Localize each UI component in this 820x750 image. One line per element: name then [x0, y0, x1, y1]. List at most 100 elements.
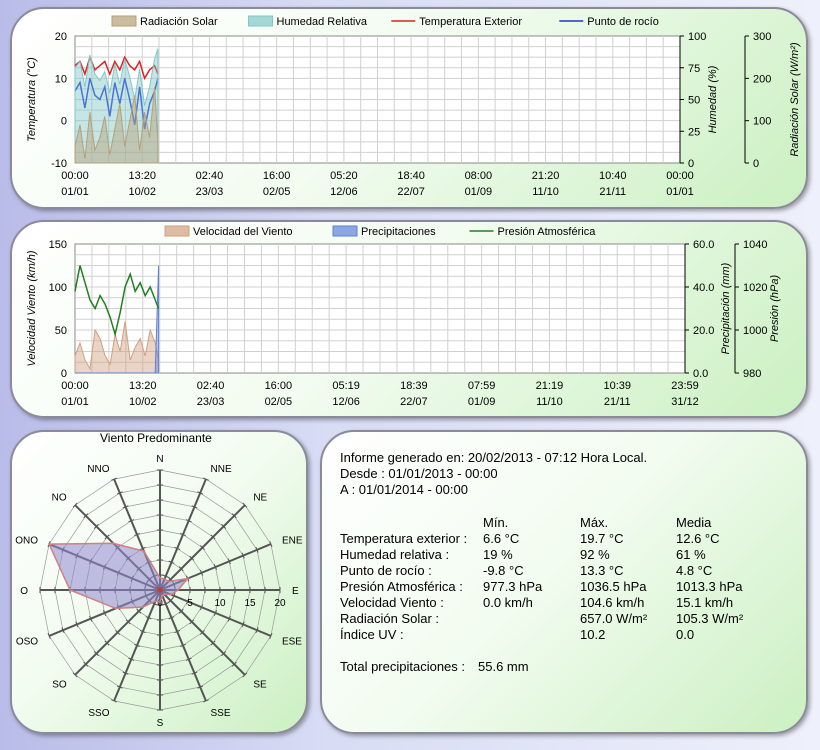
rose-spoke-tick	[178, 608, 184, 614]
rose-spoke-tick	[72, 502, 78, 508]
rose-spoke-tick	[221, 651, 227, 657]
rose-spoke-tick	[191, 505, 198, 509]
rose-dir-label: SO	[52, 679, 67, 690]
series-area-radiación-solar	[74, 86, 159, 164]
rose-spoke-tick	[174, 546, 181, 551]
legend-swatch	[248, 15, 273, 27]
rose-spoke-tick	[213, 609, 218, 616]
rose-spoke-tick	[83, 513, 89, 519]
x-tick-time: 00:00	[666, 170, 694, 182]
x-tick-date: 12/06	[332, 396, 360, 408]
rose-dir-label: N	[156, 454, 163, 465]
y-label-right1: Humedad (%)	[707, 65, 719, 133]
rose-spoke-tick	[179, 643, 186, 648]
legend-label: Precipitaciones	[361, 226, 436, 238]
rose-spoke-tick	[199, 629, 205, 635]
x-tick-time: 00:00	[61, 380, 89, 392]
rose-spoke-tick	[255, 546, 259, 553]
x-tick-date: 22/07	[400, 396, 428, 408]
rose-r-tick: 15	[244, 598, 256, 609]
header-max: Máx.	[580, 515, 609, 530]
y-tick-left: 10	[55, 73, 67, 85]
y-tick-left: 20	[55, 31, 67, 43]
rose-spoke-tick	[202, 477, 209, 481]
rose-dir-label: ONO	[15, 535, 38, 546]
rose-spoke-tick	[93, 651, 99, 657]
rose-spoke-tick	[174, 629, 181, 634]
rose-dir-label: NE	[253, 493, 267, 504]
x-tick-date: 01/01	[61, 186, 89, 198]
x-tick-time: 00:00	[61, 170, 89, 182]
stat-label-4: Velocidad Viento :	[340, 595, 444, 610]
header-avg: Media	[676, 515, 712, 530]
rose-spoke-tick	[210, 534, 216, 540]
rose-dir-label: NO	[52, 493, 67, 504]
rose-spoke-tick	[213, 564, 218, 571]
rose-spoke-tick	[168, 598, 174, 604]
y-tick-left: 150	[49, 239, 67, 251]
rose-r-tick: 0	[157, 598, 163, 609]
y-tick-right1: 20.0	[693, 325, 714, 337]
x-tick-date: 11/10	[532, 186, 559, 198]
rose-spoke-tick	[172, 592, 176, 599]
stat-avg-2: 4.8 °C	[676, 563, 713, 578]
x-tick-time: 02:40	[196, 170, 224, 182]
x-tick-date: 12/06	[330, 186, 358, 198]
rose-spoke-tick	[191, 671, 198, 675]
rose-spoke-tick	[231, 513, 237, 519]
rose-spoke-tick	[116, 685, 123, 689]
rose-spoke-tick	[185, 657, 192, 661]
x-tick-time: 16:00	[265, 380, 293, 392]
rose-dir-label: O	[20, 586, 28, 597]
x-tick-time: 10:40	[599, 170, 627, 182]
stat-min-3: 977.3 hPa	[483, 579, 543, 594]
x-tick-time: 21:19	[536, 380, 564, 392]
legend-label: Radiación Solar	[140, 16, 218, 28]
total-precip-value: 55.6 mm	[478, 659, 529, 674]
rose-spoke-tick	[241, 621, 245, 628]
y-tick-right2: 1040	[743, 239, 767, 251]
legend-swatch	[164, 225, 190, 237]
series-line-punto-de-rocío	[74, 78, 159, 130]
x-tick-time: 16:00	[263, 170, 291, 182]
rose-spoke-tick	[162, 602, 169, 606]
rose-spoke-tick	[139, 546, 146, 551]
legend-swatch	[111, 15, 137, 27]
report-to-line: A : 01/01/2014 - 00:00	[340, 482, 468, 497]
rose-spoke-tick	[104, 534, 110, 540]
rose-spoke-tick	[255, 627, 259, 634]
rose-spoke-tick	[189, 619, 195, 625]
x-tick-time: 05:20	[330, 170, 358, 182]
stat-min-2: -9.8 °C	[483, 563, 524, 578]
x-tick-date: 22/07	[397, 186, 425, 198]
rose-spoke-tick	[269, 541, 273, 548]
y-label-right1: Precipitación (mm)	[720, 262, 732, 354]
rose-spoke-tick	[136, 608, 142, 614]
stat-max-0: 19.7 °C	[580, 531, 624, 546]
x-tick-time: 23:59	[671, 380, 699, 392]
rose-spoke-tick	[189, 555, 195, 561]
rose-r-tick: 5	[187, 598, 193, 609]
header-min: Mín.	[483, 515, 509, 530]
report-from-line: Desde : 01/01/2013 - 00:00	[340, 466, 498, 481]
rose-spoke-tick	[139, 629, 146, 634]
series-line-presión-atmosférica	[74, 265, 160, 338]
stat-max-2: 13.3 °C	[580, 563, 624, 578]
rose-dir-label: NNE	[211, 464, 232, 475]
rose-spoke-tick	[186, 598, 190, 605]
report-panel	[320, 430, 808, 734]
x-tick-date: 21/11	[604, 396, 631, 408]
stat-avg-3: 1013.3 hPa	[676, 579, 743, 594]
x-tick-time: 08:00	[465, 170, 493, 182]
rose-center	[157, 587, 163, 593]
rose-spoke-tick	[128, 519, 135, 523]
rose-spoke-tick	[227, 558, 231, 565]
stat-min-4: 0.0 km/h	[483, 595, 533, 610]
stats-table: Temperatura exterior : 6.6 °C 19.7 °C 12.6 …	[340, 531, 800, 661]
series-area-velocidad-del-viento	[74, 321, 160, 374]
rose-spoke-tick	[168, 616, 175, 620]
wind-rose-chart: N NNE NE ENE E ESE SE SSE S SSO SO OSO O ONO NO NNO 0 5 10…	[15, 454, 303, 729]
y-tick-right1: 60.0	[693, 239, 714, 251]
rose-spoke-tick	[221, 523, 227, 529]
